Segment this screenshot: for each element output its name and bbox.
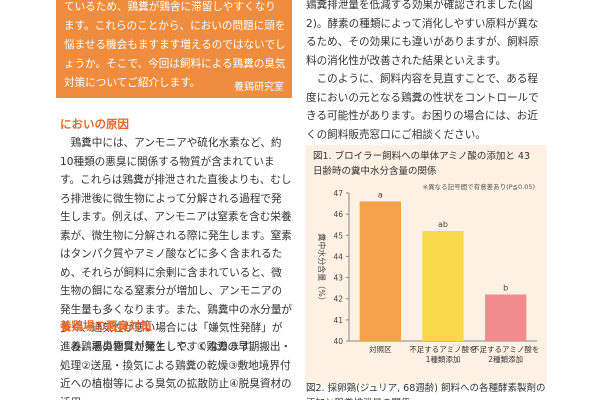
author: 養鶏研究室: [234, 82, 284, 93]
paragraph: このように、飼料内容を見直すことで、ある程度においの元となる鶏糞の性状をコントロ…: [306, 73, 539, 141]
paragraph: 鶏糞排泄量を低減する効果が確認されました(図2)。酵素の種類によって消化しやすい…: [306, 0, 539, 67]
chart-note: ※異なる記号間で有意差あり(P≦0.05): [423, 182, 535, 191]
figure-title: 図2. 採卵鶏(ジュリア, 68週齢) 飼料への各種酵素製剤の添加と鶏糞排泄量の…: [306, 383, 546, 400]
bar-annotation: ab: [438, 220, 448, 229]
figure-title: 図1. ブロイラー飼料への単体アミノ酸の添加と 43日齢時の糞中水分含量の関係: [313, 151, 531, 177]
y-tick-label: 44: [333, 252, 343, 261]
y-tick-label: 47: [333, 189, 343, 198]
chart: ※異なる記号間で有意差あり(P≦0.05) 糞中水分含量（%） 40 41 42 43…: [317, 182, 537, 346]
paragraph: 鶏糞中には、アンモニアや硫化水素など、約10種類の悪臭に関係する物質が含まれてい…: [60, 137, 293, 353]
heading: においの原因: [60, 117, 129, 131]
figure: 図1. ブロイラー飼料への単体アミノ酸の添加と 43日齢時の糞中水分含量の関係 …: [305, 145, 547, 385]
y-tick-label: 46: [333, 210, 343, 219]
y-tick-label: 45: [333, 231, 343, 240]
intro-text: ているため、鶏糞が鶏舎に滞留しやすくなります。これらのことから、においの問題に頭…: [64, 1, 286, 89]
y-tick-label: 40: [333, 337, 343, 346]
y-tick-label: 41: [333, 316, 343, 325]
intro-box: ているため、鶏糞が鶏舎に滞留しやすくなります。これらのことから、においの問題に頭…: [56, 0, 292, 98]
x-tick-label: 不足するアミノ酸を 2種類添加: [471, 345, 540, 364]
y-tick-label: 42: [333, 295, 343, 304]
x-tick-label: 対照区: [369, 345, 392, 354]
bar: [422, 231, 464, 341]
bar-annotation: a: [378, 190, 383, 199]
paragraph: 養鶏場の悪臭対策として、①鶏糞の早期搬出・処理②送風・換気による鶏糞の乾燥③敷地…: [60, 341, 292, 400]
heading: 養鶏場の悪臭対策: [60, 319, 152, 333]
y-tick-label: 43: [333, 274, 343, 283]
y-axis-label: 糞中水分含量（%）: [317, 233, 327, 305]
bar: [484, 294, 527, 341]
bar: [359, 201, 402, 341]
bar-annotation: b: [503, 283, 508, 292]
x-tick-label: 不足するアミノ酸を 1種類添加: [409, 345, 477, 364]
